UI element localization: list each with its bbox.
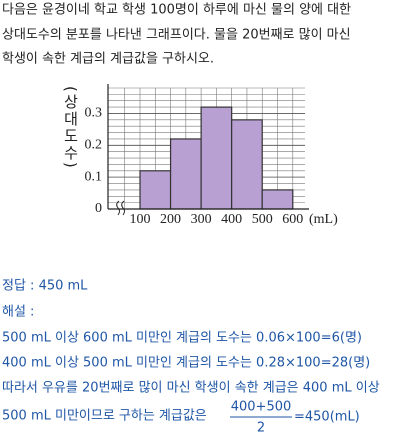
y-axis-label: (상대도수) — [62, 86, 80, 170]
x-tick-label: 400 — [221, 212, 242, 227]
x-unit: (mL) — [309, 212, 338, 227]
solution-line: 400 mL 이상 500 mL 미만인 계급의 도수는 0.28×100=28… — [2, 356, 370, 371]
y-tick-label: 0 — [95, 201, 102, 216]
problem-line: 다음은 윤경이네 학교 학생 100명이 하루에 마신 물의 양에 대한 — [2, 3, 351, 18]
fraction-numerator: 400+500 — [231, 400, 292, 415]
axis-break — [116, 200, 125, 216]
solution-line: 500 mL 이상 600 mL 미만인 계급의 도수는 0.06×100=6(… — [2, 331, 362, 346]
problem-line: 학생이 속한 계급의 계급값을 구하시오. — [2, 52, 214, 67]
bar — [200, 106, 233, 210]
solution-line: 500 mL 미만이므로 구하는 계급값은 — [2, 409, 207, 424]
fraction-result: =450(mL) — [294, 410, 360, 425]
answer: 정답 : 450 mL — [2, 279, 88, 294]
histogram: 0 0.1 0.2 0.3 100 200 300 400 500 600 (mL) (상대도수) — [62, 84, 338, 227]
x-tick-label: 100 — [130, 212, 151, 227]
problem-line: 상대도수의 분포를 나타낸 그래프이다. 물을 20번째로 많이 마신 — [2, 28, 351, 43]
y-tick-label: 0.2 — [85, 138, 103, 153]
x-tick-label: 300 — [191, 212, 212, 227]
solution-line: 따라서 우유를 20번째로 많이 마신 학생이 속한 계급은 400 mL 이상 — [2, 381, 380, 396]
y-tick-label: 0.3 — [85, 106, 103, 121]
x-tick-label: 500 — [252, 212, 273, 227]
y-tick-label: 0.1 — [85, 169, 103, 184]
bar — [231, 119, 263, 210]
bar — [139, 170, 172, 210]
x-tick-label: 200 — [160, 212, 181, 227]
x-tick-label: 600 — [282, 212, 303, 227]
bar — [169, 138, 202, 210]
bar — [261, 189, 294, 210]
solution-heading: 해설 : — [2, 305, 34, 320]
fraction-denominator: 2 — [257, 421, 265, 436]
